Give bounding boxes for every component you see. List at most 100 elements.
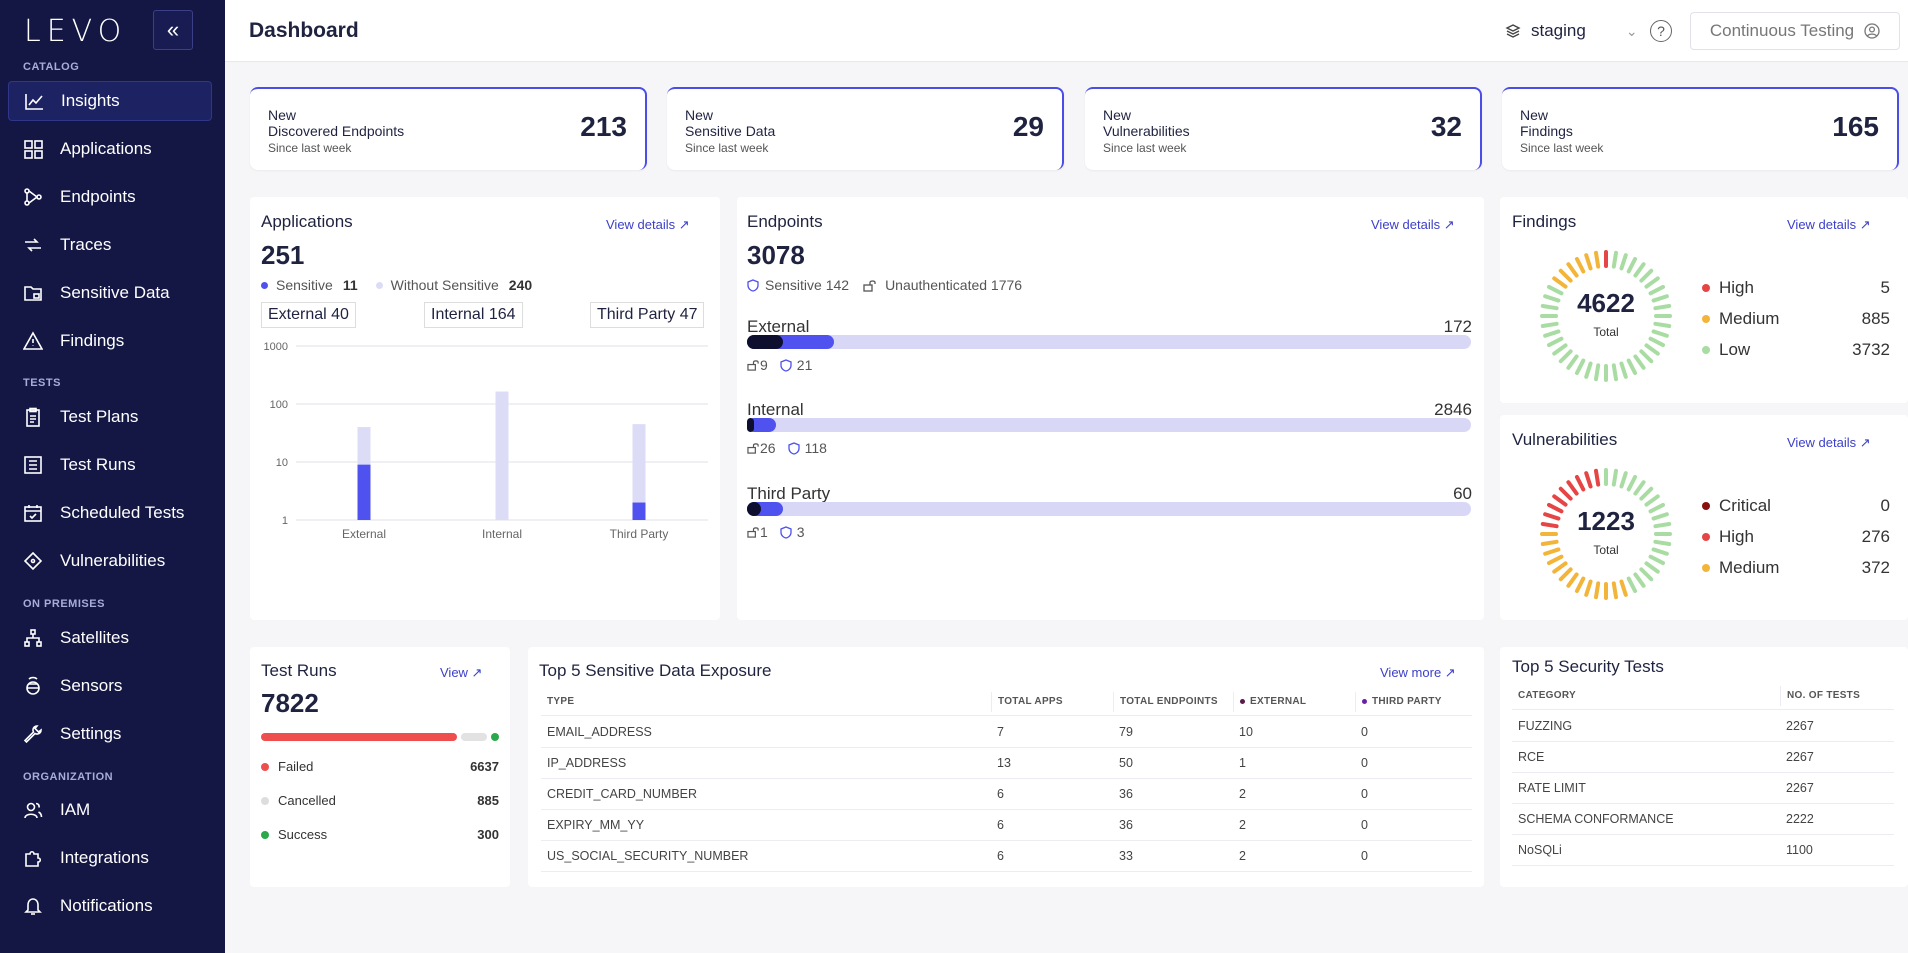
column-header[interactable]: THIRD PARTY (1355, 691, 1442, 712)
vulnerabilities-view-details-link[interactable]: View details ↗ (1787, 435, 1871, 450)
applications-view-details-link[interactable]: View details ↗ (606, 217, 690, 232)
help-icon[interactable]: ? (1650, 20, 1672, 42)
collapse-sidebar-button[interactable]: « (153, 10, 193, 50)
sidebar-item-insights[interactable]: Insights (8, 81, 212, 121)
table-row[interactable]: EMAIL_ADDRESS 7 79 10 0 (541, 717, 1472, 748)
sidebar-item-integrations[interactable]: Integrations (8, 838, 212, 878)
kpi-label: Discovered Endpoints (268, 123, 405, 139)
unlock-icon (747, 526, 760, 538)
sidebar-item-label: Traces (60, 235, 112, 254)
test-runs-legend-item: Cancelled (261, 793, 336, 808)
sidebar-item-label: Satellites (60, 628, 129, 647)
column-header[interactable]: NO. OF TESTS (1780, 685, 1860, 706)
test-runs-view-link[interactable]: View ↗ (440, 665, 483, 680)
gauge-tick (1639, 268, 1654, 283)
table-cell: IP_ADDRESS (547, 756, 627, 770)
sensitive-exposure-view-more-link[interactable]: View more ↗ (1380, 665, 1456, 680)
gauge-tick (1566, 572, 1579, 588)
findings-legend-value: 5 (1880, 278, 1890, 297)
table-row[interactable]: RCE 2267 (1512, 742, 1894, 773)
sidebar-item-notifications[interactable]: Notifications (8, 886, 212, 926)
table-row[interactable]: SCHEMA CONFORMANCE 2222 (1512, 804, 1894, 835)
endpoint-progress-unauth (747, 335, 784, 349)
y-tick-label: 100 (270, 399, 288, 411)
kpi-findings[interactable]: New Findings Since last week 165 (1502, 87, 1899, 170)
shield-icon (780, 525, 792, 539)
test-runs-legend-item: Failed (261, 759, 313, 774)
applications-title: Applications (261, 212, 353, 231)
kpi-discovered-endpoints[interactable]: New Discovered Endpoints Since last week … (250, 87, 647, 170)
table-cell: 2267 (1786, 781, 1814, 795)
bar-without-sensitive[interactable] (495, 391, 509, 520)
tag-external[interactable]: External 40 (261, 302, 356, 328)
sidebar-item-applications[interactable]: Applications (8, 129, 212, 169)
puzzle-icon (22, 847, 44, 869)
table-row[interactable]: US_SOCIAL_SECURITY_NUMBER 6 33 2 0 (541, 841, 1472, 872)
column-header[interactable]: TYPE (541, 692, 574, 712)
traces-icon (22, 234, 44, 256)
table-row[interactable]: RATE LIMIT 2267 (1512, 773, 1894, 804)
test-runs-total: 7822 (261, 688, 319, 718)
kpi-sensitive-data[interactable]: New Sensitive Data Since last week 29 (667, 87, 1064, 170)
gauge-tick (1644, 343, 1660, 356)
gauge-tick (1648, 284, 1666, 296)
bar-sensitive[interactable] (632, 502, 646, 520)
gauge-tick (1619, 579, 1628, 597)
vulnerabilities-legend-item: Critical (1702, 496, 1771, 516)
tag-third-party[interactable]: Third Party 47 (590, 302, 705, 328)
gauge-tick (1619, 471, 1628, 489)
sidebar-item-label: Notifications (60, 896, 153, 915)
legend-label: Success (278, 827, 328, 842)
sidebar-item-sensors[interactable]: Sensors (8, 666, 212, 706)
sidebar-item-traces[interactable]: Traces (8, 225, 212, 265)
sidebar-item-test-runs[interactable]: Test Runs (8, 445, 212, 485)
security-tests-title: Top 5 Security Tests (1512, 657, 1664, 676)
sidebar-item-settings[interactable]: Settings (8, 714, 212, 754)
column-header[interactable]: TOTAL ENDPOINTS (1113, 691, 1218, 712)
bar-without-sensitive[interactable] (632, 424, 646, 520)
endpoints-view-details-link[interactable]: View details ↗ (1371, 217, 1455, 232)
table-row[interactable]: EXPIRY_MM_YY 6 36 2 0 (541, 810, 1472, 841)
table-row[interactable]: FUZZING 2267 (1512, 711, 1894, 742)
findings-view-details-link[interactable]: View details ↗ (1787, 217, 1871, 232)
table-row[interactable]: IP_ADDRESS 13 50 1 0 (541, 748, 1472, 779)
sidebar-item-test-plans[interactable]: Test Plans (8, 397, 212, 437)
column-header-label: TYPE (547, 696, 575, 707)
bar-sensitive[interactable] (357, 464, 371, 520)
table-cell: 10 (1239, 725, 1253, 739)
sidebar-item-sensitive-data[interactable]: Sensitive Data (8, 273, 212, 313)
gauge-tick (1653, 539, 1672, 547)
sensitive-count: 11 (342, 277, 358, 293)
sidebar-item-findings[interactable]: Findings (8, 321, 212, 361)
sidebar-item-vulnerabilities[interactable]: Vulnerabilities (8, 541, 212, 581)
sidebar-item-label: Findings (60, 331, 125, 350)
sidebar-item-endpoints[interactable]: Endpoints (8, 177, 212, 217)
endpoint-progress-unauth (747, 418, 755, 432)
findings-legend-item: High (1702, 278, 1754, 298)
applications-bar-chart: 1000 100 10 1 External Internal Third Party (264, 341, 708, 541)
column-header[interactable]: CATEGORY (1512, 686, 1576, 706)
folder-lock-icon (22, 282, 44, 304)
tag-internal[interactable]: Internal 164 (424, 302, 523, 328)
legend-dot (261, 830, 269, 839)
table-row[interactable]: CREDIT_CARD_NUMBER 6 36 2 0 (541, 779, 1472, 810)
table-row[interactable]: NoSQLi 1100 (1512, 835, 1894, 866)
legend-dot (1702, 315, 1710, 323)
column-dot (1240, 699, 1245, 704)
legend-label: High (1719, 278, 1754, 297)
gauge-tick (1611, 250, 1619, 269)
environment-select[interactable]: staging ⌄ (1505, 10, 1655, 52)
legend-label: Failed (278, 759, 314, 774)
gauge-tick (1639, 567, 1654, 582)
table-cell: 50 (1119, 756, 1133, 770)
continuous-testing-button[interactable]: Continuous Testing (1690, 12, 1900, 50)
kpi-value: 32 (1430, 111, 1462, 142)
sidebar-item-scheduled-tests[interactable]: Scheduled Tests (8, 493, 212, 533)
kpi-vulnerabilities[interactable]: New Vulnerabilities Since last week 32 (1085, 87, 1482, 170)
column-header[interactable]: TOTAL APPS (991, 691, 1063, 712)
endpoint-row-label: External (747, 317, 810, 336)
gauge-tick (1566, 480, 1579, 496)
column-header[interactable]: EXTERNAL (1233, 691, 1306, 712)
sidebar-item-satellites[interactable]: Satellites (8, 618, 212, 658)
sidebar-item-iam[interactable]: IAM (8, 790, 212, 830)
